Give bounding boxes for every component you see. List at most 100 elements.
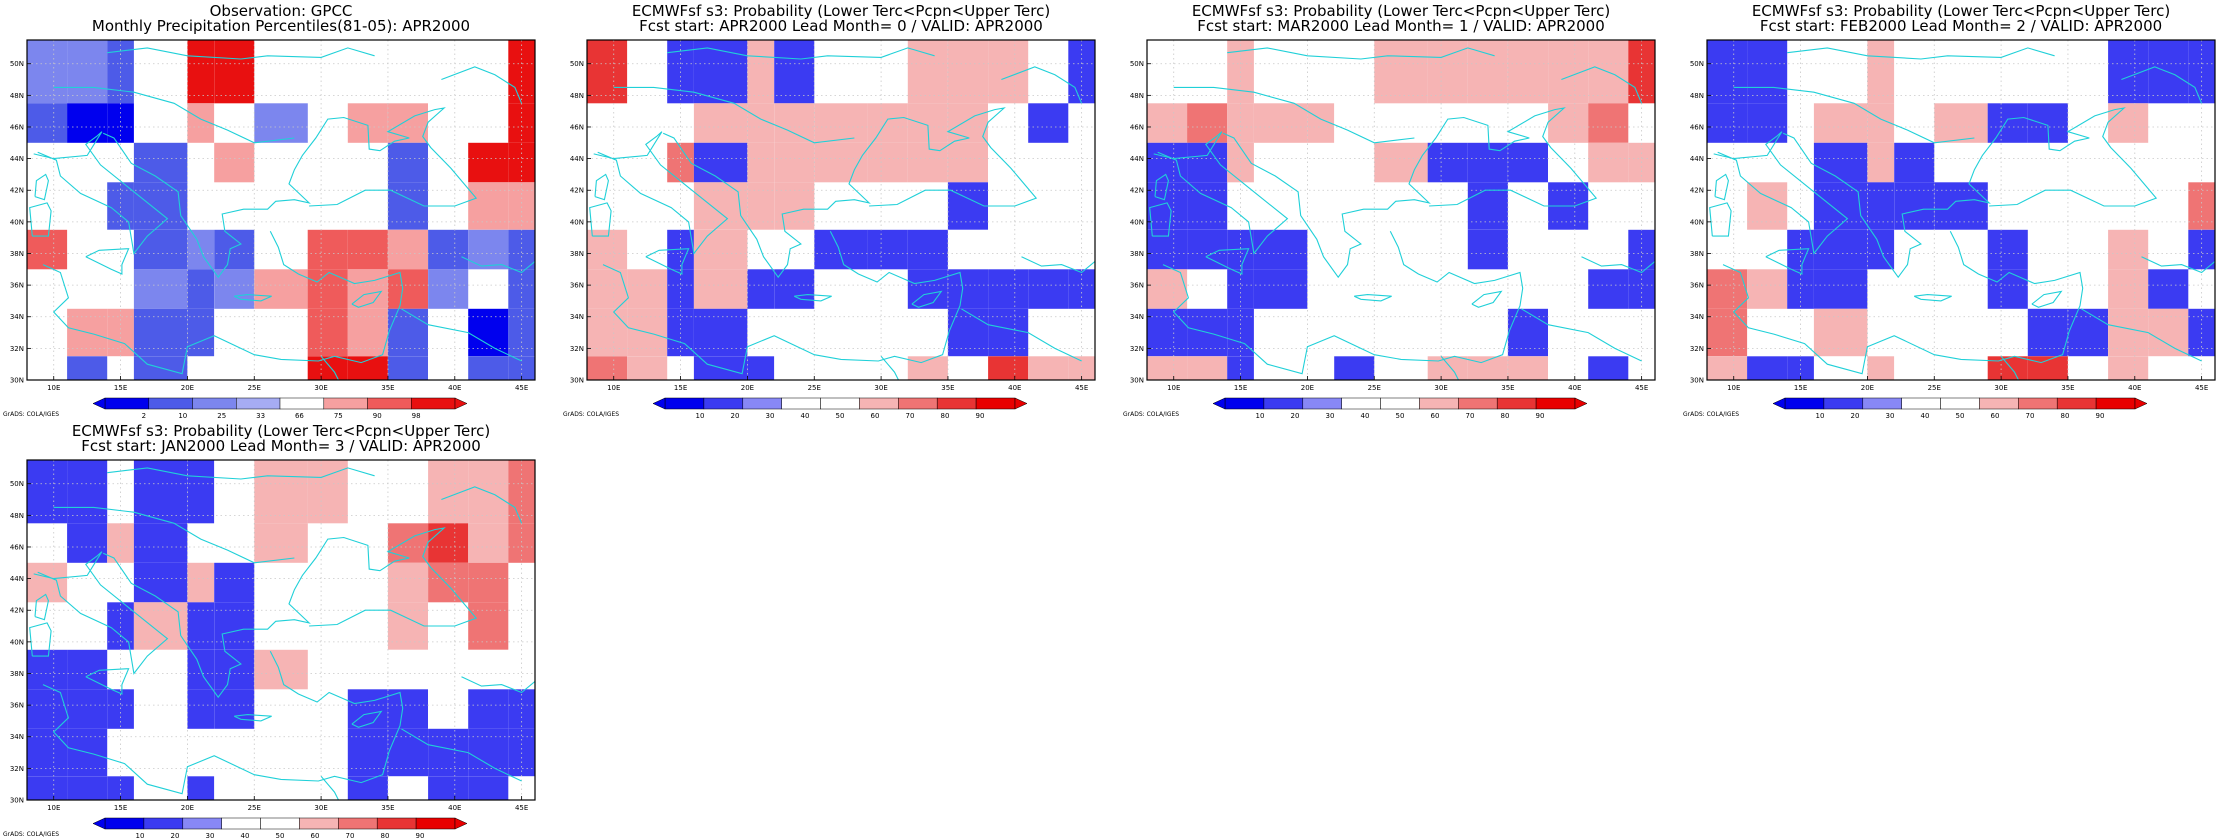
heatmap-cell (867, 103, 908, 143)
coastline (461, 676, 535, 694)
y-tick-label: 48N (570, 92, 584, 100)
heatmap-cell (387, 229, 428, 270)
coastline (34, 593, 49, 621)
coastline (594, 173, 609, 201)
heatmap-cell (387, 523, 428, 563)
heatmap-cell (307, 269, 348, 309)
colorbar-label: 20 (1851, 412, 1860, 420)
heatmap-cell (468, 728, 509, 777)
panel-lead-2: ECMWFsf s3: Probability (Lower Terc<Pcpn… (1680, 0, 2240, 420)
heatmap-cell (1747, 182, 1788, 230)
heatmap-cell (2108, 308, 2149, 357)
heatmap-cell (947, 269, 988, 309)
heatmap-cell (133, 182, 188, 230)
heatmap-cell (1467, 40, 1508, 104)
x-tick-label: 40E (1008, 384, 1021, 392)
colorbar-label: 90 (2096, 412, 2105, 420)
heatmap-cell (1028, 356, 1069, 380)
y-tick-label: 30N (570, 377, 584, 385)
heatmap-cell (307, 308, 348, 357)
y-tick-label: 44N (1130, 155, 1144, 163)
y-tick-label: 40N (1130, 218, 1144, 226)
heatmap-cell (254, 649, 308, 690)
heatmap-cell (133, 460, 188, 524)
colorbar-swatch (143, 817, 184, 830)
heatmap-cell (254, 523, 308, 563)
plot-frame (26, 39, 536, 381)
coastline (107, 47, 375, 60)
coastline (1173, 86, 1415, 144)
heatmap-cell (1747, 356, 1788, 380)
coastline (667, 47, 935, 60)
heatmap-cell (1507, 356, 1548, 380)
colorbar-label: 66 (295, 412, 304, 420)
colorbar-label: 90 (1536, 412, 1545, 420)
coastline (1154, 173, 1169, 201)
heatmap-cell (774, 182, 815, 230)
panel-lead-3: ECMWFsf s3: Probability (Lower Terc<Pcpn… (0, 420, 560, 840)
heatmap-cell (1227, 103, 1254, 143)
x-tick-label: 35E (381, 384, 394, 392)
y-tick-label: 42N (10, 607, 24, 615)
heatmap-cell (107, 776, 134, 800)
coastline (2031, 290, 2063, 308)
heatmap-cell (947, 308, 988, 357)
colorbar-swatch (975, 397, 1016, 410)
heatmap-cell (107, 602, 134, 650)
colorbar-arrow-low (92, 817, 106, 830)
colorbar-arrow-low (92, 397, 106, 410)
y-tick-label: 44N (570, 155, 584, 163)
y-tick-label: 44N (1690, 155, 1704, 163)
heatmap-cell (2108, 356, 2149, 380)
heatmap-cell (133, 523, 188, 563)
colorbar-swatch (1302, 397, 1342, 410)
heatmap-cell (27, 103, 68, 143)
heatmap-cell (387, 728, 428, 777)
colorbar-label: 80 (941, 412, 950, 420)
colorbar-label: 40 (241, 832, 250, 840)
heatmap-cell (947, 40, 988, 104)
heatmap-cell (2108, 229, 2149, 270)
heatmap-cell (187, 689, 215, 729)
y-tick-label: 50N (1690, 60, 1704, 68)
coastline (602, 231, 964, 375)
heatmap-cell (1467, 229, 1508, 270)
heatmap-cell (508, 103, 535, 143)
heatmap-cell (214, 689, 255, 729)
heatmap-cell (468, 562, 509, 603)
colorbar-swatch (1535, 397, 1576, 410)
heatmap-cell (907, 229, 948, 270)
heatmap-cell (27, 776, 68, 800)
colorbar-swatch (898, 397, 938, 410)
colorbar-label: 50 (836, 412, 845, 420)
coastline (34, 173, 49, 201)
colorbar-label: 2 (142, 412, 146, 420)
heatmap-cell (1187, 356, 1228, 380)
heatmap-cell (2108, 269, 2149, 309)
x-tick-label: 15E (114, 384, 127, 392)
colorbar-label: 80 (2061, 412, 2070, 420)
heatmap-cell (1813, 308, 1868, 357)
heatmap-cell (468, 142, 509, 183)
y-tick-label: 38N (10, 250, 24, 258)
coastline (613, 86, 855, 144)
y-tick-label: 40N (570, 218, 584, 226)
coastline (351, 710, 383, 728)
colorbar-arrow-high (2134, 397, 2148, 410)
colorbar-swatch (1901, 397, 1941, 410)
y-tick-label: 46N (570, 123, 584, 131)
heatmap-cell (1187, 182, 1228, 230)
coastline (1094, 150, 1095, 152)
colorbar-swatch (323, 397, 368, 410)
heatmap-cell (508, 523, 535, 563)
heatmap-cell (747, 182, 775, 230)
heatmap-cell (214, 602, 255, 650)
coastline (2081, 308, 2202, 362)
x-tick-label: 35E (1501, 384, 1514, 392)
x-tick-label: 10E (47, 384, 60, 392)
x-tick-label: 25E (1368, 384, 1381, 392)
x-tick-label: 45E (515, 384, 528, 392)
heatmap-cell (508, 728, 535, 777)
coastline (911, 290, 943, 308)
heatmap-cell (988, 308, 1029, 357)
